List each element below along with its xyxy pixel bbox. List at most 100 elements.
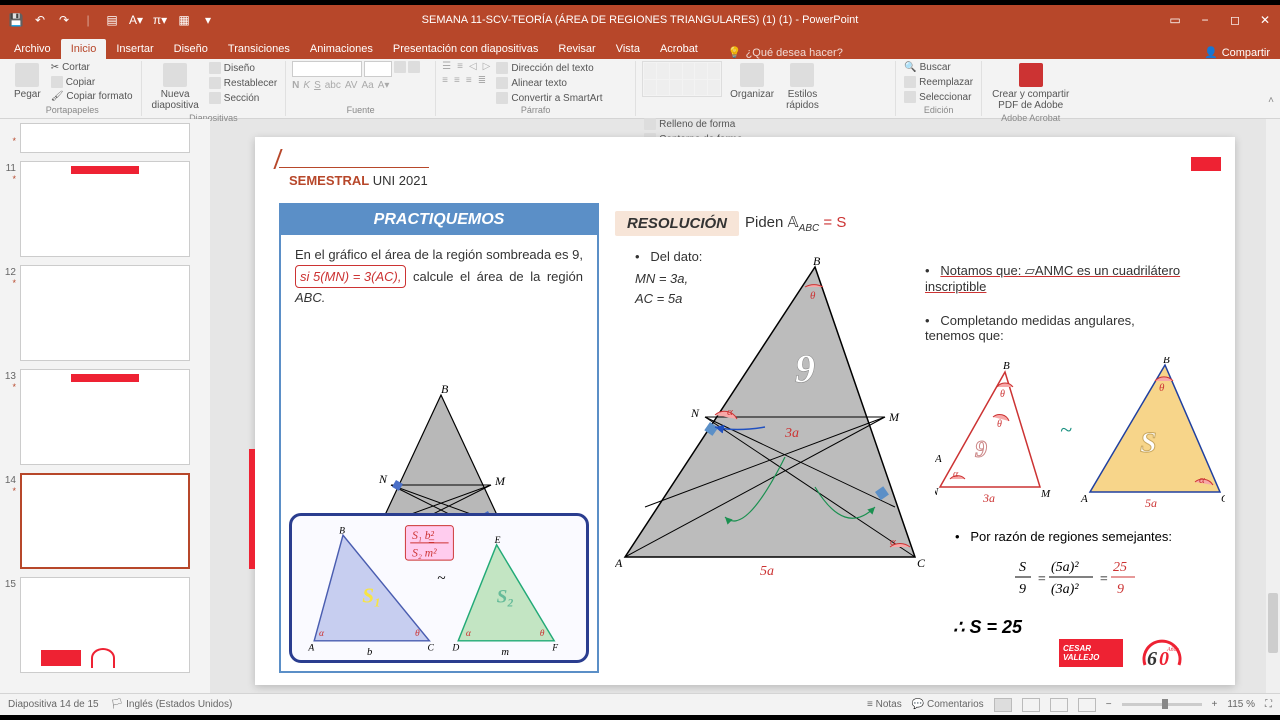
- thumbnail-15[interactable]: [20, 577, 190, 673]
- reset-button[interactable]: Restablecer: [207, 76, 279, 90]
- svg-text:C: C: [917, 556, 925, 570]
- tell-me-search[interactable]: 💡 ¿Qué desea hacer?: [728, 46, 843, 59]
- spacing-button[interactable]: AV: [345, 80, 358, 91]
- decrease-font-icon[interactable]: [408, 61, 420, 73]
- maximize-icon[interactable]: ◻: [1220, 5, 1250, 35]
- redo-icon[interactable]: ↷: [56, 12, 72, 28]
- thumbnails-panel[interactable]: * 11* 12* 13* 14* 15: [0, 119, 210, 701]
- cut-button[interactable]: ✂Cortar: [49, 61, 135, 74]
- shape-icon[interactable]: [644, 63, 656, 79]
- qat-icon-2[interactable]: A▾: [128, 12, 144, 28]
- font-color-button[interactable]: A▾: [378, 80, 390, 91]
- zoom-slider[interactable]: [1122, 703, 1202, 706]
- create-pdf-button[interactable]: Crear y compartir PDF de Adobe: [988, 61, 1073, 113]
- numbering-icon[interactable]: ≡: [457, 61, 463, 72]
- save-icon[interactable]: 💾: [8, 12, 24, 28]
- font-size-input[interactable]: [364, 61, 392, 77]
- arrange-button[interactable]: Organizar: [726, 61, 778, 102]
- sorter-view-icon[interactable]: [1022, 698, 1040, 712]
- vertical-scrollbar[interactable]: [1266, 119, 1280, 693]
- slideshow-view-icon[interactable]: [1078, 698, 1096, 712]
- select-button[interactable]: Seleccionar: [902, 90, 975, 104]
- language-indicator[interactable]: 🏳 Inglés (Estados Unidos): [111, 699, 233, 710]
- replace-button[interactable]: Reemplazar: [902, 75, 975, 89]
- normal-view-icon[interactable]: [994, 698, 1012, 712]
- bulb-icon: 💡: [728, 46, 742, 59]
- thumbnail-14[interactable]: [20, 473, 190, 569]
- align-left-icon[interactable]: ≡: [442, 75, 448, 86]
- group-portapapeles: Pegar ✂Cortar Copiar 🖌Copiar formato Por…: [4, 61, 142, 116]
- ribbon-display-icon[interactable]: ▭: [1160, 5, 1190, 35]
- strike-button[interactable]: abc: [325, 80, 341, 91]
- paste-button[interactable]: Pegar: [10, 61, 45, 102]
- slideshow-icon[interactable]: ▤: [104, 12, 120, 28]
- workspace: * 11* 12* 13* 14* 15 SEMESTRAL UNI 2021 …: [0, 119, 1280, 701]
- tab-archivo[interactable]: Archivo: [4, 39, 61, 59]
- minimize-icon[interactable]: −: [1190, 5, 1220, 35]
- thumbnail-12[interactable]: [20, 265, 190, 361]
- slide-counter[interactable]: Diapositiva 14 de 15: [8, 699, 99, 710]
- undo-icon[interactable]: ↶: [32, 12, 48, 28]
- tab-inicio[interactable]: Inicio: [61, 39, 107, 59]
- find-button[interactable]: 🔍Buscar: [902, 61, 975, 74]
- thumbnail-13[interactable]: [20, 369, 190, 465]
- section-button[interactable]: Sección: [207, 91, 279, 105]
- tab-revisar[interactable]: Revisar: [548, 39, 605, 59]
- quick-styles-button[interactable]: Estilos rápidos: [782, 61, 823, 113]
- slide-editor[interactable]: SEMESTRAL UNI 2021 PRACTIQUEMOS En el gr…: [210, 119, 1280, 701]
- indent-inc-icon[interactable]: ▷: [483, 61, 491, 72]
- svg-text:A: A: [1080, 493, 1088, 505]
- zoom-thumb[interactable]: [1162, 699, 1168, 709]
- case-button[interactable]: Aa: [361, 80, 373, 91]
- collapse-ribbon-icon[interactable]: ˄: [1268, 95, 1274, 106]
- qat-sep-icon: |: [80, 12, 96, 28]
- select-icon: [904, 91, 916, 103]
- fit-window-icon[interactable]: ⛶: [1265, 699, 1272, 710]
- align-center-icon[interactable]: ≡: [454, 75, 460, 86]
- bold-button[interactable]: N: [292, 80, 299, 91]
- share-button[interactable]: 👤 Compartir: [1204, 46, 1270, 59]
- smartart-button[interactable]: Convertir a SmartArt: [494, 91, 604, 105]
- new-slide-button[interactable]: Nueva diapositiva: [148, 61, 203, 113]
- format-painter-button[interactable]: 🖌Copiar formato: [49, 90, 135, 103]
- tab-insertar[interactable]: Insertar: [106, 39, 163, 59]
- editor-scroll-thumb[interactable]: [1268, 593, 1278, 653]
- qat-icon-4[interactable]: ▦: [176, 12, 192, 28]
- italic-button[interactable]: K: [303, 80, 310, 91]
- svg-text:θ: θ: [1000, 389, 1005, 400]
- slide-canvas[interactable]: SEMESTRAL UNI 2021 PRACTIQUEMOS En el gr…: [255, 137, 1235, 685]
- close-icon[interactable]: ✕: [1250, 5, 1280, 35]
- tab-animaciones[interactable]: Animaciones: [300, 39, 383, 59]
- font-family-input[interactable]: [292, 61, 362, 77]
- copy-button[interactable]: Copiar: [49, 75, 135, 89]
- comments-button[interactable]: 💬 Comentarios: [912, 699, 984, 710]
- svg-text:S: S: [1019, 560, 1026, 575]
- align-text-button[interactable]: Alinear texto: [494, 76, 604, 90]
- group-parrafo: ☰≡◁▷ ≡≡≡≣ Dirección del texto Alinear te…: [436, 61, 636, 116]
- tab-transiciones[interactable]: Transiciones: [218, 39, 300, 59]
- notes-button[interactable]: ≡ Notas: [867, 699, 902, 710]
- increase-font-icon[interactable]: [394, 61, 406, 73]
- zoom-level[interactable]: 115 %: [1227, 699, 1255, 710]
- bullets-icon[interactable]: ☰: [442, 61, 451, 72]
- tab-presentacion[interactable]: Presentación con diapositivas: [383, 39, 549, 59]
- zoom-in-icon[interactable]: +: [1212, 699, 1218, 710]
- tab-vista[interactable]: Vista: [606, 39, 650, 59]
- columns-icon[interactable]: ≣: [478, 75, 486, 86]
- tab-acrobat[interactable]: Acrobat: [650, 39, 708, 59]
- svg-text:b: b: [367, 647, 372, 658]
- underline-button[interactable]: S: [314, 80, 321, 91]
- person-icon: 👤: [1204, 46, 1218, 59]
- text-direction-button[interactable]: Dirección del texto: [494, 61, 604, 75]
- indent-dec-icon[interactable]: ◁: [469, 61, 477, 72]
- shapes-gallery[interactable]: [642, 61, 722, 97]
- thumbnail-10[interactable]: [20, 123, 190, 153]
- tab-diseno[interactable]: Diseño: [164, 39, 218, 59]
- thumbnail-11[interactable]: [20, 161, 190, 257]
- align-right-icon[interactable]: ≡: [466, 75, 472, 86]
- qat-icon-3[interactable]: π▾: [152, 12, 168, 28]
- zoom-out-icon[interactable]: −: [1106, 699, 1112, 710]
- layout-button[interactable]: Diseño: [207, 61, 279, 75]
- reading-view-icon[interactable]: [1050, 698, 1068, 712]
- qat-more-icon[interactable]: ▾: [200, 12, 216, 28]
